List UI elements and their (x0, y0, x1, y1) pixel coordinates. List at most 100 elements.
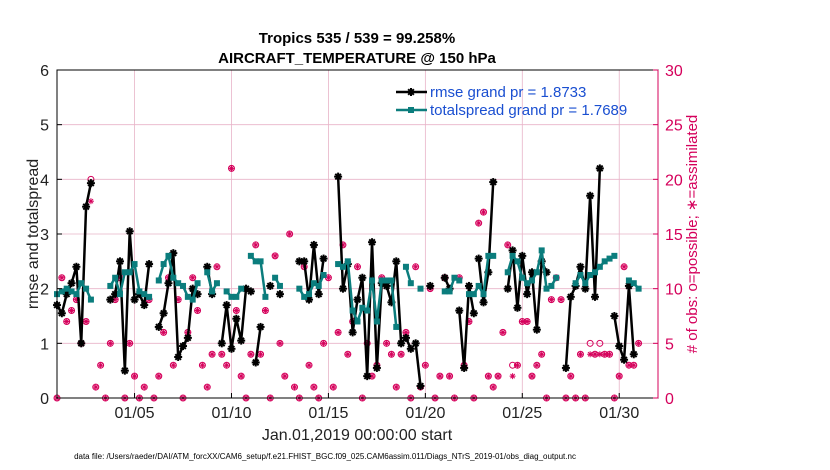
totalspread-point (635, 285, 642, 292)
obs-assimilated-point (533, 362, 540, 369)
rmse-point (566, 292, 575, 301)
totalspread-point (320, 272, 327, 278)
rmse-point (251, 358, 260, 367)
obs-assimilated-point (398, 351, 405, 358)
totalspread-point (170, 274, 177, 281)
totalspread-point (504, 269, 511, 276)
obs-assimilated-point (160, 329, 167, 336)
obs-assimilated-point (393, 384, 400, 391)
rmse-point (217, 339, 226, 348)
totalspread-point (354, 318, 361, 325)
obs-assimilated-point (524, 318, 531, 325)
footer-data-file: data file: /Users/raeder/DAI/ATM_forcXX/… (74, 452, 576, 461)
obs-assimilated-point (126, 340, 133, 347)
obs-assimilated-point (354, 263, 361, 270)
rmse-point (590, 292, 599, 301)
totalspread-point (155, 277, 162, 284)
totalspread-point (213, 280, 220, 287)
rmse-point (183, 333, 192, 342)
totalspread-point (204, 269, 211, 276)
rmse-point (464, 281, 473, 290)
obs-assimilated-point (519, 318, 526, 325)
obs-assimilated-point (499, 329, 506, 336)
obs-assimilated-point (538, 351, 545, 358)
totalspread-point (591, 269, 598, 276)
totalspread-point (625, 277, 632, 284)
totalspread-point (446, 288, 453, 295)
totalspread-point (257, 258, 264, 265)
obs-assimilated-point (480, 209, 487, 216)
obs-assimilated-point (567, 373, 574, 380)
totalspread-point (465, 291, 472, 298)
totalspread-point (233, 293, 240, 300)
totalspread-point (548, 282, 555, 289)
totalspread-point (126, 269, 133, 276)
x-tick-label: 01/25 (502, 405, 542, 422)
obs-assimilated-point (213, 263, 220, 270)
obs-assimilated-point (475, 220, 482, 227)
rmse-point (140, 301, 149, 310)
rmse-point (120, 366, 129, 375)
rmse-point (353, 295, 362, 304)
rmse-point (222, 301, 231, 310)
obs-assimilated-point (83, 318, 90, 325)
y-tick-label: 6 (40, 63, 49, 80)
totalspread-point (107, 282, 114, 289)
y2-tick-label: 25 (665, 118, 683, 135)
obs-assimilated-point (616, 373, 623, 380)
y-axis-label: rmse and totalspread (25, 159, 42, 309)
legend-rmse-label: rmse grand pr = 1.8733 (430, 84, 586, 101)
legend-spread-marker (408, 107, 414, 113)
totalspread-point (402, 263, 409, 270)
y-tick-label: 4 (40, 172, 49, 189)
y2-tick-label: 0 (665, 391, 674, 408)
totalspread-point (306, 291, 313, 298)
totalspread-point (252, 258, 259, 265)
rmse-point (401, 333, 410, 342)
rmse-point (469, 309, 478, 318)
obs-possible-point (596, 339, 604, 347)
obs-assimilated-point (344, 351, 351, 358)
rmse-point (489, 178, 498, 187)
obs-assimilated-point (252, 241, 259, 248)
totalspread-point (189, 296, 196, 303)
chart-title-line1: Tropics 535 / 539 = 99.258% (259, 30, 455, 47)
rmse-point (620, 355, 629, 364)
y2-tick-label: 5 (665, 336, 674, 353)
obs-assimilated-point (495, 373, 502, 380)
obs-assimilated-point (310, 384, 317, 391)
totalspread-point (83, 285, 90, 292)
obs-assimilated-point (257, 351, 264, 358)
rmse-point (406, 344, 415, 353)
rmse-point (246, 287, 255, 296)
y2-tick-label: 30 (665, 63, 683, 80)
totalspread-point (524, 280, 531, 287)
totalspread-point (514, 258, 521, 265)
obs-assimilated-point (446, 373, 453, 380)
totalspread-point (480, 291, 487, 298)
totalspread-point (310, 280, 317, 287)
obs-assimilated-point (63, 318, 70, 325)
obs-assimilated-point (635, 340, 642, 347)
rmse-point (474, 254, 483, 263)
rmse-point (586, 191, 595, 200)
obs-assimilated-point (630, 362, 637, 369)
totalspread-point (509, 252, 516, 259)
totalspread-point (475, 282, 482, 289)
obs-assimilated-point (218, 351, 225, 358)
obs-assimilated-point (170, 362, 177, 369)
totalspread-point (209, 288, 216, 295)
obs-assimilated-point (577, 351, 584, 358)
obs-assimilated-point (402, 329, 409, 336)
x-tick-label: 01/30 (599, 405, 639, 422)
legend-rmse-star (407, 88, 415, 96)
totalspread-point (519, 274, 526, 281)
legend-rmse-marker (407, 88, 415, 96)
rmse-point (479, 298, 488, 307)
obs-assimilated-point (335, 329, 342, 336)
totalspread-point (194, 280, 201, 287)
rmse-point (372, 363, 381, 372)
rmse-point (426, 281, 435, 290)
obs-assimilated-point (528, 373, 535, 380)
